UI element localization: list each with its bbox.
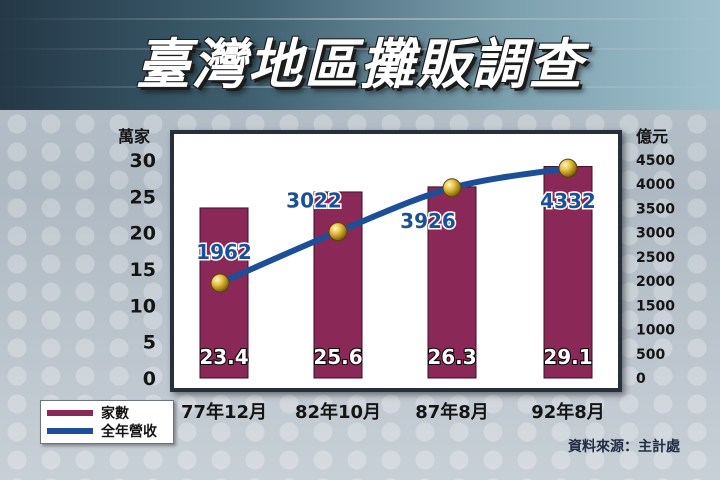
x-tick-label: 77年12月 — [181, 401, 267, 423]
bar-data-label: 25.6 — [313, 345, 362, 369]
y-left-tick-label: 5 — [143, 332, 156, 354]
source-note: 資料來源：主計處 — [568, 439, 680, 455]
y-left-tick-label: 25 — [130, 186, 156, 208]
revenue-marker-3 — [558, 158, 578, 178]
y-right-tick-label: 3500 — [636, 201, 675, 217]
revenue-marker-2 — [442, 178, 462, 198]
y-left-tick-label: 15 — [130, 259, 156, 281]
bar-households-3 — [543, 166, 593, 379]
y-left-tick-label: 30 — [130, 150, 156, 172]
revenue-series-line — [217, 165, 571, 286]
y-right-tick-label: 2500 — [636, 250, 675, 266]
x-tick-label: 82年10月 — [295, 401, 381, 423]
header-banner: 臺灣地區攤販調查 — [0, 0, 720, 110]
legend-item-revenue: 全年營收 — [47, 422, 157, 440]
y-left-tick-label: 0 — [143, 368, 156, 390]
legend-swatch-bar — [47, 410, 93, 416]
y-right-tick-label: 4000 — [636, 177, 675, 193]
line-data-label: 3926 — [400, 209, 456, 233]
y-right-tick-label: 500 — [636, 347, 665, 363]
y-left-tick-label: 20 — [130, 223, 156, 245]
revenue-marker-1 — [328, 222, 348, 242]
y-right-tick-label: 1500 — [636, 298, 675, 314]
legend-label-households: 家數 — [101, 406, 129, 422]
legend-swatch-line — [47, 428, 93, 434]
revenue-marker-0 — [210, 273, 230, 293]
bar-data-label: 29.1 — [543, 345, 592, 369]
bar-households-0 — [199, 207, 249, 379]
y-right-axis-label: 億元 — [636, 127, 668, 146]
line-data-label: 1962 — [196, 240, 252, 264]
y-right-tick-label: 0 — [636, 371, 646, 387]
page-title: 臺灣地區攤販調查 — [136, 33, 584, 96]
bar-data-label: 23.4 — [199, 345, 248, 369]
y-right-tick-label: 1000 — [636, 323, 675, 339]
line-data-label: 4332 — [540, 189, 596, 213]
y-right-tick-label: 2000 — [636, 274, 675, 290]
y-right-tick-label: 4500 — [636, 153, 675, 169]
legend: 家數 全年營收 — [40, 400, 174, 444]
line-data-label: 3022 — [286, 189, 342, 213]
legend-item-households: 家數 — [47, 404, 129, 422]
x-tick-label: 87年8月 — [415, 401, 489, 423]
bar-households-2 — [427, 186, 477, 379]
y-left-axis-label: 萬家 — [118, 127, 151, 146]
y-right-tick-label: 3000 — [636, 226, 675, 242]
y-left-tick-label: 10 — [130, 295, 156, 317]
bar-data-label: 26.3 — [427, 345, 476, 369]
x-tick-label: 92年8月 — [531, 401, 605, 423]
legend-label-revenue: 全年營收 — [101, 424, 157, 440]
